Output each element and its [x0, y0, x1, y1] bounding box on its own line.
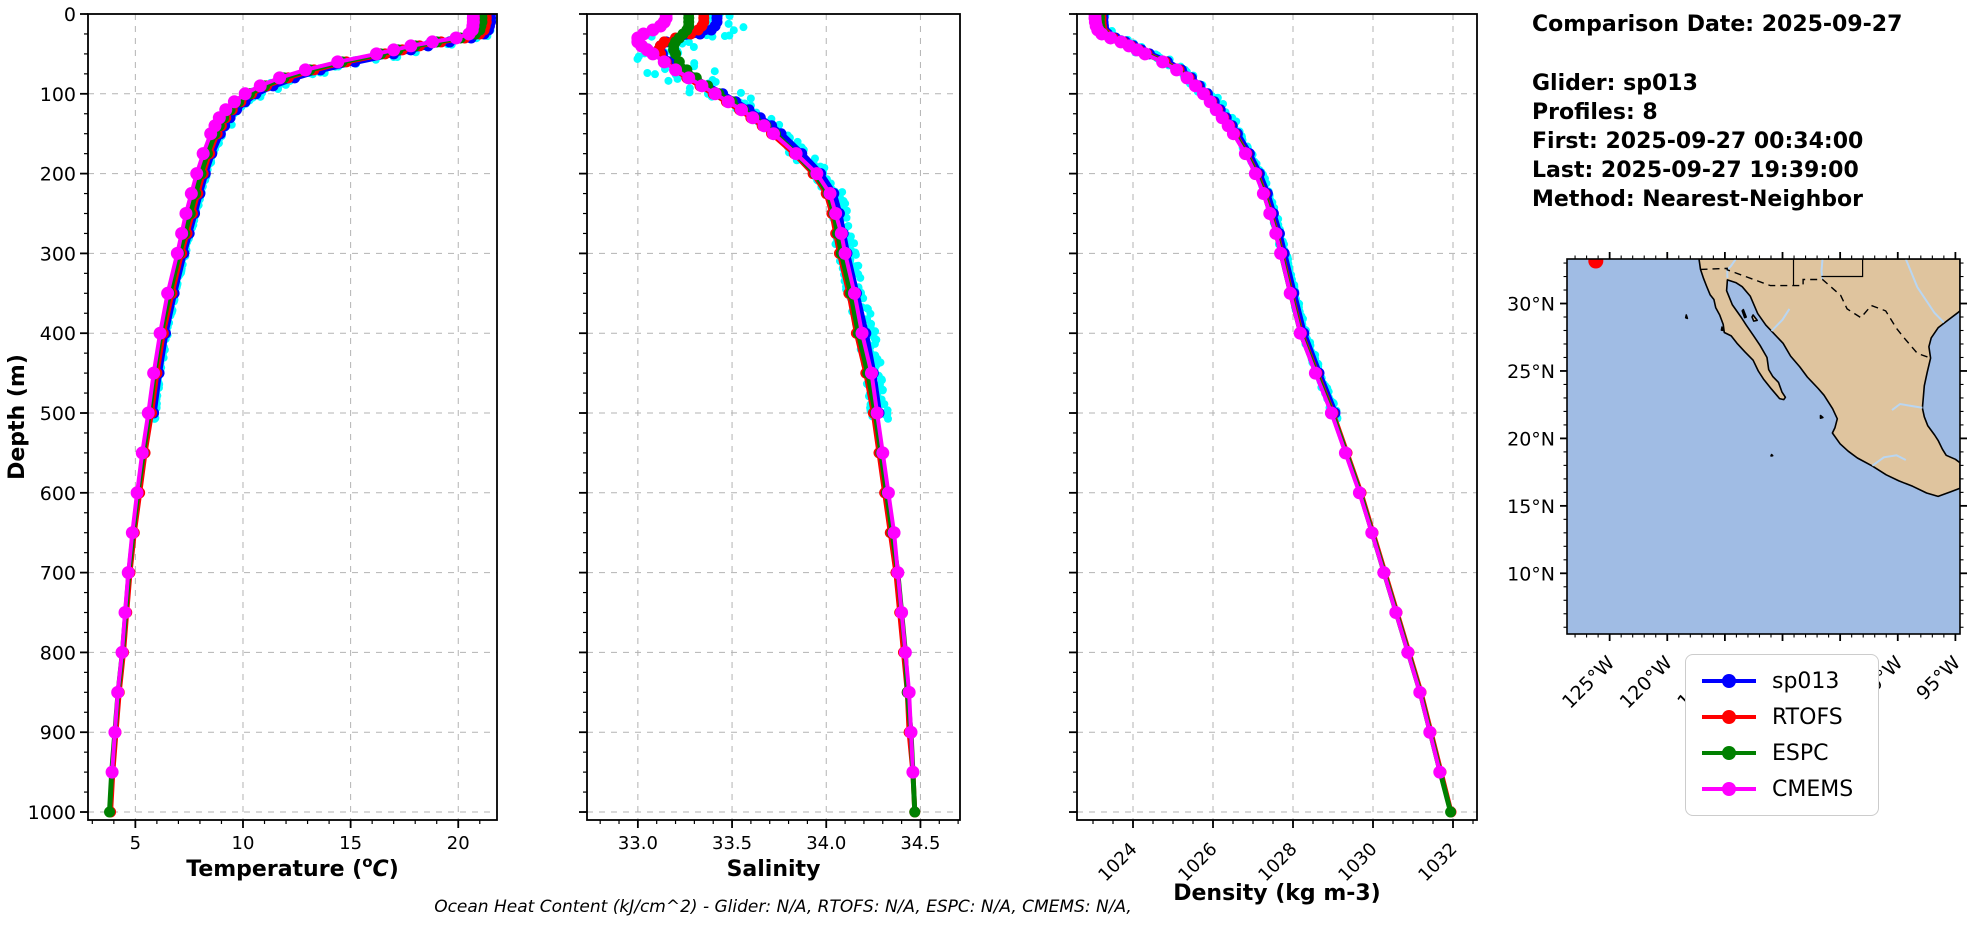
svg-text:30°N: 30°N	[1507, 294, 1555, 316]
svg-text:125°W: 125°W	[1558, 652, 1619, 713]
method-text: Method: Nearest-Neighbor	[1532, 187, 1863, 212]
legend-line-marker-icon	[1702, 674, 1756, 688]
legend-label: sp013	[1772, 668, 1840, 694]
svg-text:1028: 1028	[1254, 839, 1301, 886]
svg-text:15: 15	[339, 833, 362, 854]
first-profile-time-text: First: 2025-09-27 00:34:00	[1532, 129, 1864, 154]
legend-item-cmems: CMEMS	[1700, 771, 1878, 807]
svg-text:10°N: 10°N	[1507, 563, 1555, 585]
svg-text:20: 20	[447, 833, 470, 854]
svg-text:95°W: 95°W	[1912, 652, 1965, 705]
svg-text:500: 500	[40, 403, 76, 425]
legend-label: RTOFS	[1772, 704, 1843, 730]
series-CMEMS	[1088, 14, 1447, 779]
svg-text:1026: 1026	[1174, 839, 1221, 886]
series-sp013	[1097, 14, 1341, 419]
legend-item-sp013: sp013	[1700, 663, 1878, 699]
series-CMEMS	[631, 14, 920, 779]
svg-text:900: 900	[40, 722, 76, 744]
svg-text:200: 200	[40, 164, 76, 186]
legend-item-espc: ESPC	[1700, 735, 1878, 771]
svg-text:100: 100	[40, 84, 76, 106]
temperature-chart: 5 10 15 2001002003004005006007008009001000T…	[5, 4, 498, 882]
svg-text:25°N: 25°N	[1507, 361, 1555, 383]
glider-raw-scatter	[1096, 14, 1342, 423]
legend-line-marker-icon	[1702, 782, 1756, 796]
profiles-count-text: Profiles: 8	[1532, 100, 1658, 125]
svg-text:Salinity: Salinity	[727, 857, 821, 882]
svg-text:34.5: 34.5	[900, 833, 940, 854]
svg-text:1030: 1030	[1334, 839, 1381, 886]
legend-line-marker-icon	[1702, 746, 1756, 760]
location-map: 125°W120°W115°W110°W105°W100°W95°W10°N15…	[1507, 252, 1967, 713]
glider-position-marker	[1588, 259, 1604, 269]
ocean-heat-content-footnote: Ocean Heat Content (kJ/cm^2) - Glider: N…	[434, 897, 1132, 917]
svg-text:33.0: 33.0	[618, 833, 658, 854]
svg-text:Depth (m): Depth (m)	[5, 354, 30, 480]
svg-text:34.0: 34.0	[806, 833, 846, 854]
svg-text:20°N: 20°N	[1507, 428, 1555, 450]
svg-text:10: 10	[232, 833, 255, 854]
svg-text:Temperature (oC): Temperature (oC)	[186, 853, 399, 882]
svg-text:0: 0	[64, 4, 76, 26]
legend-label: CMEMS	[1772, 776, 1854, 802]
svg-text:1000: 1000	[28, 802, 76, 824]
comparison-info-panel: Comparison Date: 2025-09-27 Glider: sp01…	[1532, 10, 1902, 214]
svg-text:800: 800	[40, 642, 76, 664]
last-profile-time-text: Last: 2025-09-27 19:39:00	[1532, 158, 1859, 183]
density-chart: 1024 1026 1028 1030 1032 Density (kg m-3)	[1069, 13, 1478, 906]
series-CMEMS	[105, 14, 480, 779]
legend-line-marker-icon	[1702, 710, 1756, 724]
svg-text:400: 400	[40, 323, 76, 345]
legend-label: ESPC	[1772, 740, 1829, 766]
svg-text:700: 700	[40, 563, 76, 585]
legend-item-rtofs: RTOFS	[1700, 699, 1878, 735]
svg-text:Density (kg m-3): Density (kg m-3)	[1173, 881, 1381, 906]
comparison-date-text: Comparison Date: 2025-09-27	[1532, 12, 1903, 37]
svg-text:15°N: 15°N	[1507, 496, 1555, 518]
salinity-chart: 33.0 33.5 34.0 34.5 Salinity	[579, 13, 961, 882]
glider-name-text: Glider: sp013	[1532, 71, 1698, 96]
svg-text:5: 5	[130, 833, 141, 854]
series-legend: sp013 RTOFS ESPC CMEMS	[1685, 654, 1879, 816]
svg-text:1032: 1032	[1414, 839, 1461, 886]
svg-text:1024: 1024	[1094, 839, 1141, 886]
svg-text:300: 300	[40, 243, 76, 265]
svg-text:33.5: 33.5	[712, 833, 752, 854]
svg-text:600: 600	[40, 483, 76, 505]
svg-text:120°W: 120°W	[1616, 652, 1677, 713]
